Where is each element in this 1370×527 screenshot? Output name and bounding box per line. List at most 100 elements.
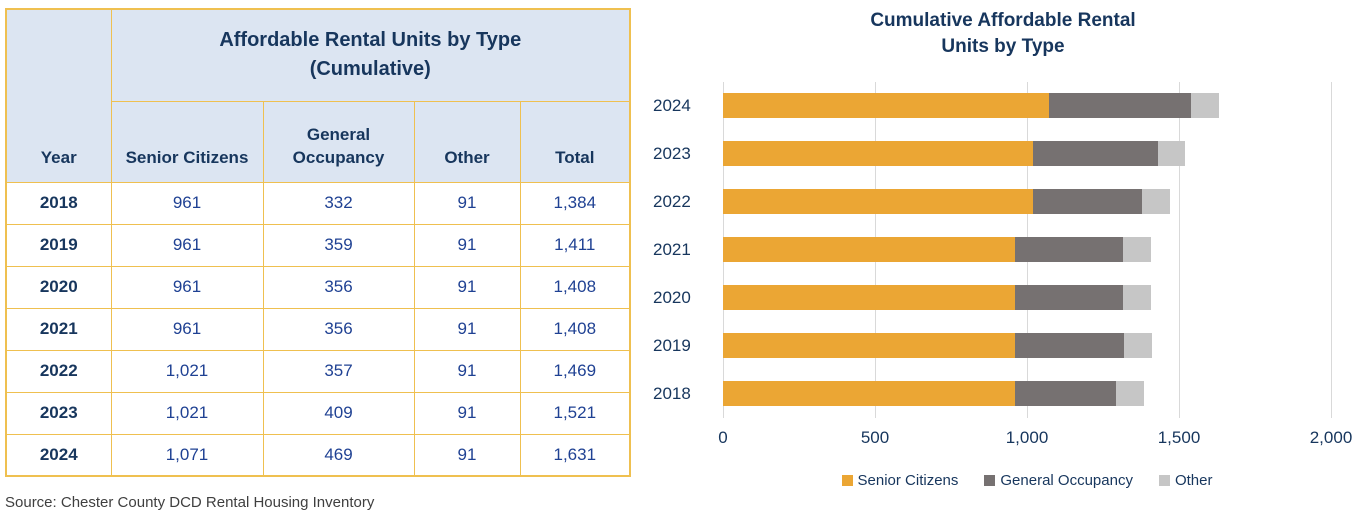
bar-segment-general-occupancy: [1015, 333, 1125, 358]
other-value: 91: [413, 433, 521, 477]
bar-track: [723, 333, 1331, 358]
senior-value: 961: [110, 223, 264, 267]
bar-segment-general-occupancy: [1015, 381, 1117, 406]
legend-swatch-icon: [1158, 475, 1170, 486]
bar-segment-senior-citizens: [723, 93, 1049, 118]
table-title: Affordable Rental Units by Type (Cumulat…: [110, 8, 631, 102]
other-value: 91: [413, 265, 521, 309]
table-row: 2022 1,021 357 91 1,469: [5, 349, 631, 393]
bar-segment-senior-citizens: [723, 237, 1016, 262]
bar-track: [723, 237, 1331, 262]
y-axis-label: 2020: [653, 288, 691, 307]
senior-value: 961: [110, 181, 264, 225]
table-row: 2024 1,071 469 91 1,631: [5, 433, 631, 477]
year-value: 2018: [5, 181, 112, 225]
bar-segment-other: [1157, 141, 1186, 166]
bar-segment-general-occupancy: [1048, 93, 1192, 118]
bar-row-2023: 2023: [653, 130, 1331, 178]
total-value: 1,408: [519, 265, 631, 309]
total-value: 1,384: [519, 181, 631, 225]
other-value: 91: [413, 349, 521, 393]
chart-title-line1: Cumulative Affordable Rental: [870, 10, 1136, 31]
general-value: 332: [262, 181, 415, 225]
table-title-line1: Affordable Rental Units by Type: [219, 29, 522, 52]
legend-label: Senior Citizens: [857, 472, 959, 489]
other-value: 91: [413, 223, 521, 267]
legend-label: General Occupancy: [1000, 472, 1133, 489]
table-row: 2023 1,021 409 91 1,521: [5, 391, 631, 435]
table-row: 2019 961 359 91 1,411: [5, 223, 631, 267]
x-tick-label: 2,000: [1309, 428, 1353, 447]
y-axis-label: 2021: [653, 240, 691, 259]
bar-segment-other: [1141, 189, 1170, 214]
bar-track: [723, 189, 1331, 214]
general-value: 359: [262, 223, 415, 267]
bar-track: [723, 141, 1331, 166]
bar-track: [723, 381, 1331, 406]
cumulative-units-chart: Cumulative Affordable Rental Units by Ty…: [640, 0, 1366, 527]
bar-track: [723, 285, 1331, 310]
bar-track: [723, 93, 1331, 118]
bar-segment-senior-citizens: [723, 333, 1016, 358]
column-header-senior-citizens: Senior Citizens: [110, 100, 264, 183]
bar-segment-other: [1123, 285, 1152, 310]
general-value: 357: [262, 349, 415, 393]
bar-segment-general-occupancy: [1015, 285, 1124, 310]
y-axis-label: 2018: [653, 384, 691, 403]
table-row: 2021 961 356 91 1,408: [5, 307, 631, 351]
other-value: 91: [413, 391, 521, 435]
column-header-general-occupancy: General Occupancy: [262, 100, 415, 183]
legend-item-general-occupancy: General Occupancy: [984, 472, 1133, 489]
bar-segment-general-occupancy: [1015, 237, 1124, 262]
chart-title-line2: Units by Type: [941, 35, 1065, 57]
source-attribution: Source: Chester County DCD Rental Housin…: [5, 494, 375, 511]
legend-swatch-icon: [984, 475, 996, 486]
total-value: 1,411: [519, 223, 631, 267]
bar-segment-other: [1123, 237, 1152, 262]
general-value: 356: [262, 265, 415, 309]
y-axis-label: 2023: [653, 144, 691, 163]
legend-item-other: Other: [1158, 472, 1213, 489]
year-value: 2022: [5, 349, 112, 393]
bar-row-2022: 2022: [653, 178, 1331, 226]
legend-item-senior-citizens: Senior Citizens: [841, 472, 959, 489]
bar-row-2021: 2021: [653, 226, 1331, 274]
table-row: 2018 961 332 91 1,384: [5, 181, 631, 225]
senior-value: 961: [110, 265, 264, 309]
y-axis-label: 2022: [653, 192, 691, 211]
legend-swatch-icon: [841, 475, 853, 486]
x-tick-label: 0: [718, 428, 728, 447]
bar-row-2020: 2020: [653, 274, 1331, 322]
y-axis-label: 2024: [653, 96, 691, 115]
bar-segment-senior-citizens: [723, 381, 1016, 406]
affordable-units-table-panel: Year Affordable Rental Units by Type (Cu…: [5, 8, 632, 477]
total-value: 1,408: [519, 307, 631, 351]
senior-value: 1,071: [110, 433, 264, 477]
legend-label: Other: [1174, 472, 1213, 489]
year-value: 2023: [5, 391, 112, 435]
year-value: 2020: [5, 265, 112, 309]
x-tick-label: 1,000: [1005, 428, 1049, 447]
bar-segment-general-occupancy: [1033, 189, 1142, 214]
bar-segment-other: [1191, 93, 1219, 118]
chart-legend: Senior Citizens General Occupancy Other: [723, 472, 1331, 489]
bar-segment-senior-citizens: [723, 285, 1016, 310]
affordable-units-table: Year Affordable Rental Units by Type (Cu…: [5, 8, 632, 477]
bar-row-2018: 2018: [653, 370, 1331, 418]
general-value: 356: [262, 307, 415, 351]
column-header-other: Other: [413, 100, 521, 183]
x-tick-label: 500: [860, 428, 890, 447]
bar-segment-senior-citizens: [723, 141, 1034, 166]
total-value: 1,521: [519, 391, 631, 435]
year-value: 2019: [5, 223, 112, 267]
bar-segment-general-occupancy: [1033, 141, 1158, 166]
other-value: 91: [413, 307, 521, 351]
table-title-line2: (Cumulative): [309, 58, 431, 81]
bar-segment-senior-citizens: [723, 189, 1034, 214]
bar-row-2024: 2024: [653, 82, 1331, 130]
general-value: 469: [262, 433, 415, 477]
column-header-total: Total: [519, 100, 631, 183]
year-value: 2021: [5, 307, 112, 351]
total-value: 1,469: [519, 349, 631, 393]
senior-value: 1,021: [110, 349, 264, 393]
